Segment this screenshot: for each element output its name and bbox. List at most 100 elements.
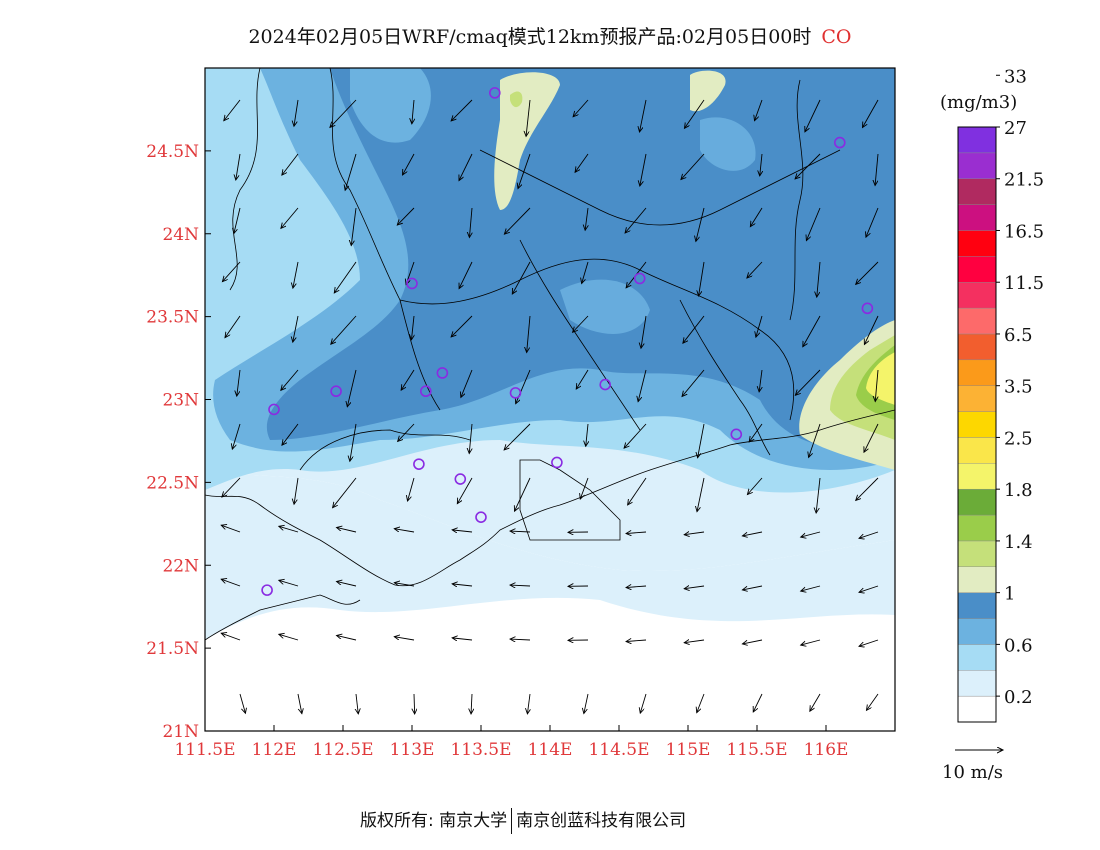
wind-arrow — [760, 153, 762, 176]
legend-label: 16.5 — [1004, 221, 1044, 242]
legend-swatch — [957, 178, 997, 205]
wind-arrow — [755, 99, 763, 121]
wind-arrow — [683, 315, 705, 343]
wind-arrow — [580, 477, 589, 499]
wind-arrow — [625, 207, 647, 233]
wind-scale-label: 10 m/s — [942, 762, 1003, 783]
legend-swatch — [957, 540, 997, 567]
wind-arrow — [856, 261, 879, 284]
wind-arrow — [461, 369, 473, 397]
station-marker — [488, 87, 501, 99]
footer: 版权所有: 南京大学 南京创蓝科技有限公司 — [360, 806, 686, 834]
wind-arrow — [351, 207, 357, 246]
legend-swatch — [957, 644, 997, 671]
wind-arrow — [810, 693, 821, 711]
wind-arrow — [640, 153, 647, 186]
wind-arrow — [293, 261, 299, 288]
legend-swatch — [957, 230, 997, 257]
wind-arrow — [697, 477, 705, 512]
wind-arrow — [747, 261, 763, 278]
legend-swatch — [957, 514, 997, 542]
station-marker — [454, 473, 467, 485]
legend-swatch — [957, 385, 997, 412]
wind-arrow — [696, 207, 705, 241]
axes: 111.5E 112E 112.5E 113E 113.5E 114E 114.5E 115E… — [146, 142, 848, 760]
wind-arrow — [469, 423, 473, 453]
wind-arrow — [806, 207, 821, 241]
wind-arrow — [451, 315, 473, 337]
x-tick-label: 112E — [252, 740, 297, 760]
wind-arrow — [817, 261, 821, 297]
station-markers — [261, 87, 874, 596]
wind-arrow — [279, 526, 299, 533]
wind-arrow — [452, 584, 473, 586]
wind-arrow — [859, 531, 879, 538]
station-marker — [268, 403, 280, 416]
wind-arrow — [518, 153, 531, 189]
station-marker — [436, 367, 449, 379]
wind-vectors — [221, 99, 879, 714]
y-tick-label: 24.5N — [146, 142, 199, 162]
wind-arrow — [515, 477, 531, 511]
legend-label: 1.8 — [1004, 480, 1033, 501]
wind-arrow — [753, 693, 763, 712]
legend-label: 2.5 — [1004, 428, 1033, 449]
chart-title: 2024年02月05日WRF/cmaq模式12km预报产品:02月05日00时 C… — [0, 22, 1100, 49]
wind-arrow — [573, 99, 589, 117]
legend-swatch — [957, 333, 997, 361]
wind-arrow — [403, 153, 415, 175]
station-marker — [330, 385, 342, 398]
wind-arrow — [585, 207, 588, 230]
y-tick-label: 23N — [162, 391, 199, 411]
wind-arrow — [742, 639, 763, 644]
wind-arrow — [586, 423, 588, 446]
legend-swatch — [957, 204, 997, 231]
wind-arrow — [512, 261, 531, 294]
wind-arrow — [457, 477, 473, 504]
legend-swatch — [957, 618, 997, 645]
wind-arrow — [582, 261, 589, 283]
wind-arrow — [330, 99, 357, 127]
wind-arrow — [801, 639, 821, 645]
wind-arrow — [866, 693, 879, 710]
y-tick-label: 21N — [162, 722, 199, 742]
station-marker — [419, 385, 432, 398]
legend-unit: (mg/m3) — [940, 92, 1017, 113]
wind-arrow — [281, 207, 299, 228]
footer-divider — [511, 808, 513, 834]
legend-swatch — [957, 126, 997, 154]
x-tick-label: 112.5E — [312, 740, 373, 760]
wind-arrow — [864, 315, 879, 344]
x-tick-label: 114.5E — [588, 740, 649, 760]
title-species: CO — [821, 26, 852, 48]
wind-arrow — [398, 423, 415, 441]
wind-arrow — [279, 634, 299, 641]
wind-arrow — [294, 477, 299, 504]
wind-arrow — [626, 640, 647, 642]
wind-arrow — [684, 99, 705, 128]
legend-swatch — [957, 592, 997, 619]
legend-swatch — [957, 566, 997, 593]
wind-arrow — [333, 477, 357, 508]
wind-arrow — [747, 477, 763, 494]
x-tick-label: 115.5E — [726, 740, 787, 760]
legend-swatch — [957, 411, 997, 438]
wind-arrow — [225, 315, 241, 338]
wind-arrow — [576, 369, 589, 389]
wind-arrow — [862, 99, 879, 128]
wind-arrow — [684, 586, 705, 589]
wind-arrow — [756, 315, 763, 337]
wind-arrow — [504, 207, 531, 234]
legend-swatch — [957, 256, 997, 283]
legend-swatch — [957, 463, 997, 490]
wind-arrow — [401, 369, 415, 390]
wind-arrow — [337, 635, 357, 641]
wind-arrow — [856, 477, 879, 500]
wind-arrow — [526, 99, 531, 136]
y-tick-label: 23.5N — [146, 308, 199, 328]
wind-arrow — [864, 423, 879, 452]
wind-arrow — [626, 586, 647, 588]
legend-swatch — [957, 152, 997, 179]
wind-arrow — [397, 207, 415, 225]
wind-arrow — [575, 153, 589, 172]
